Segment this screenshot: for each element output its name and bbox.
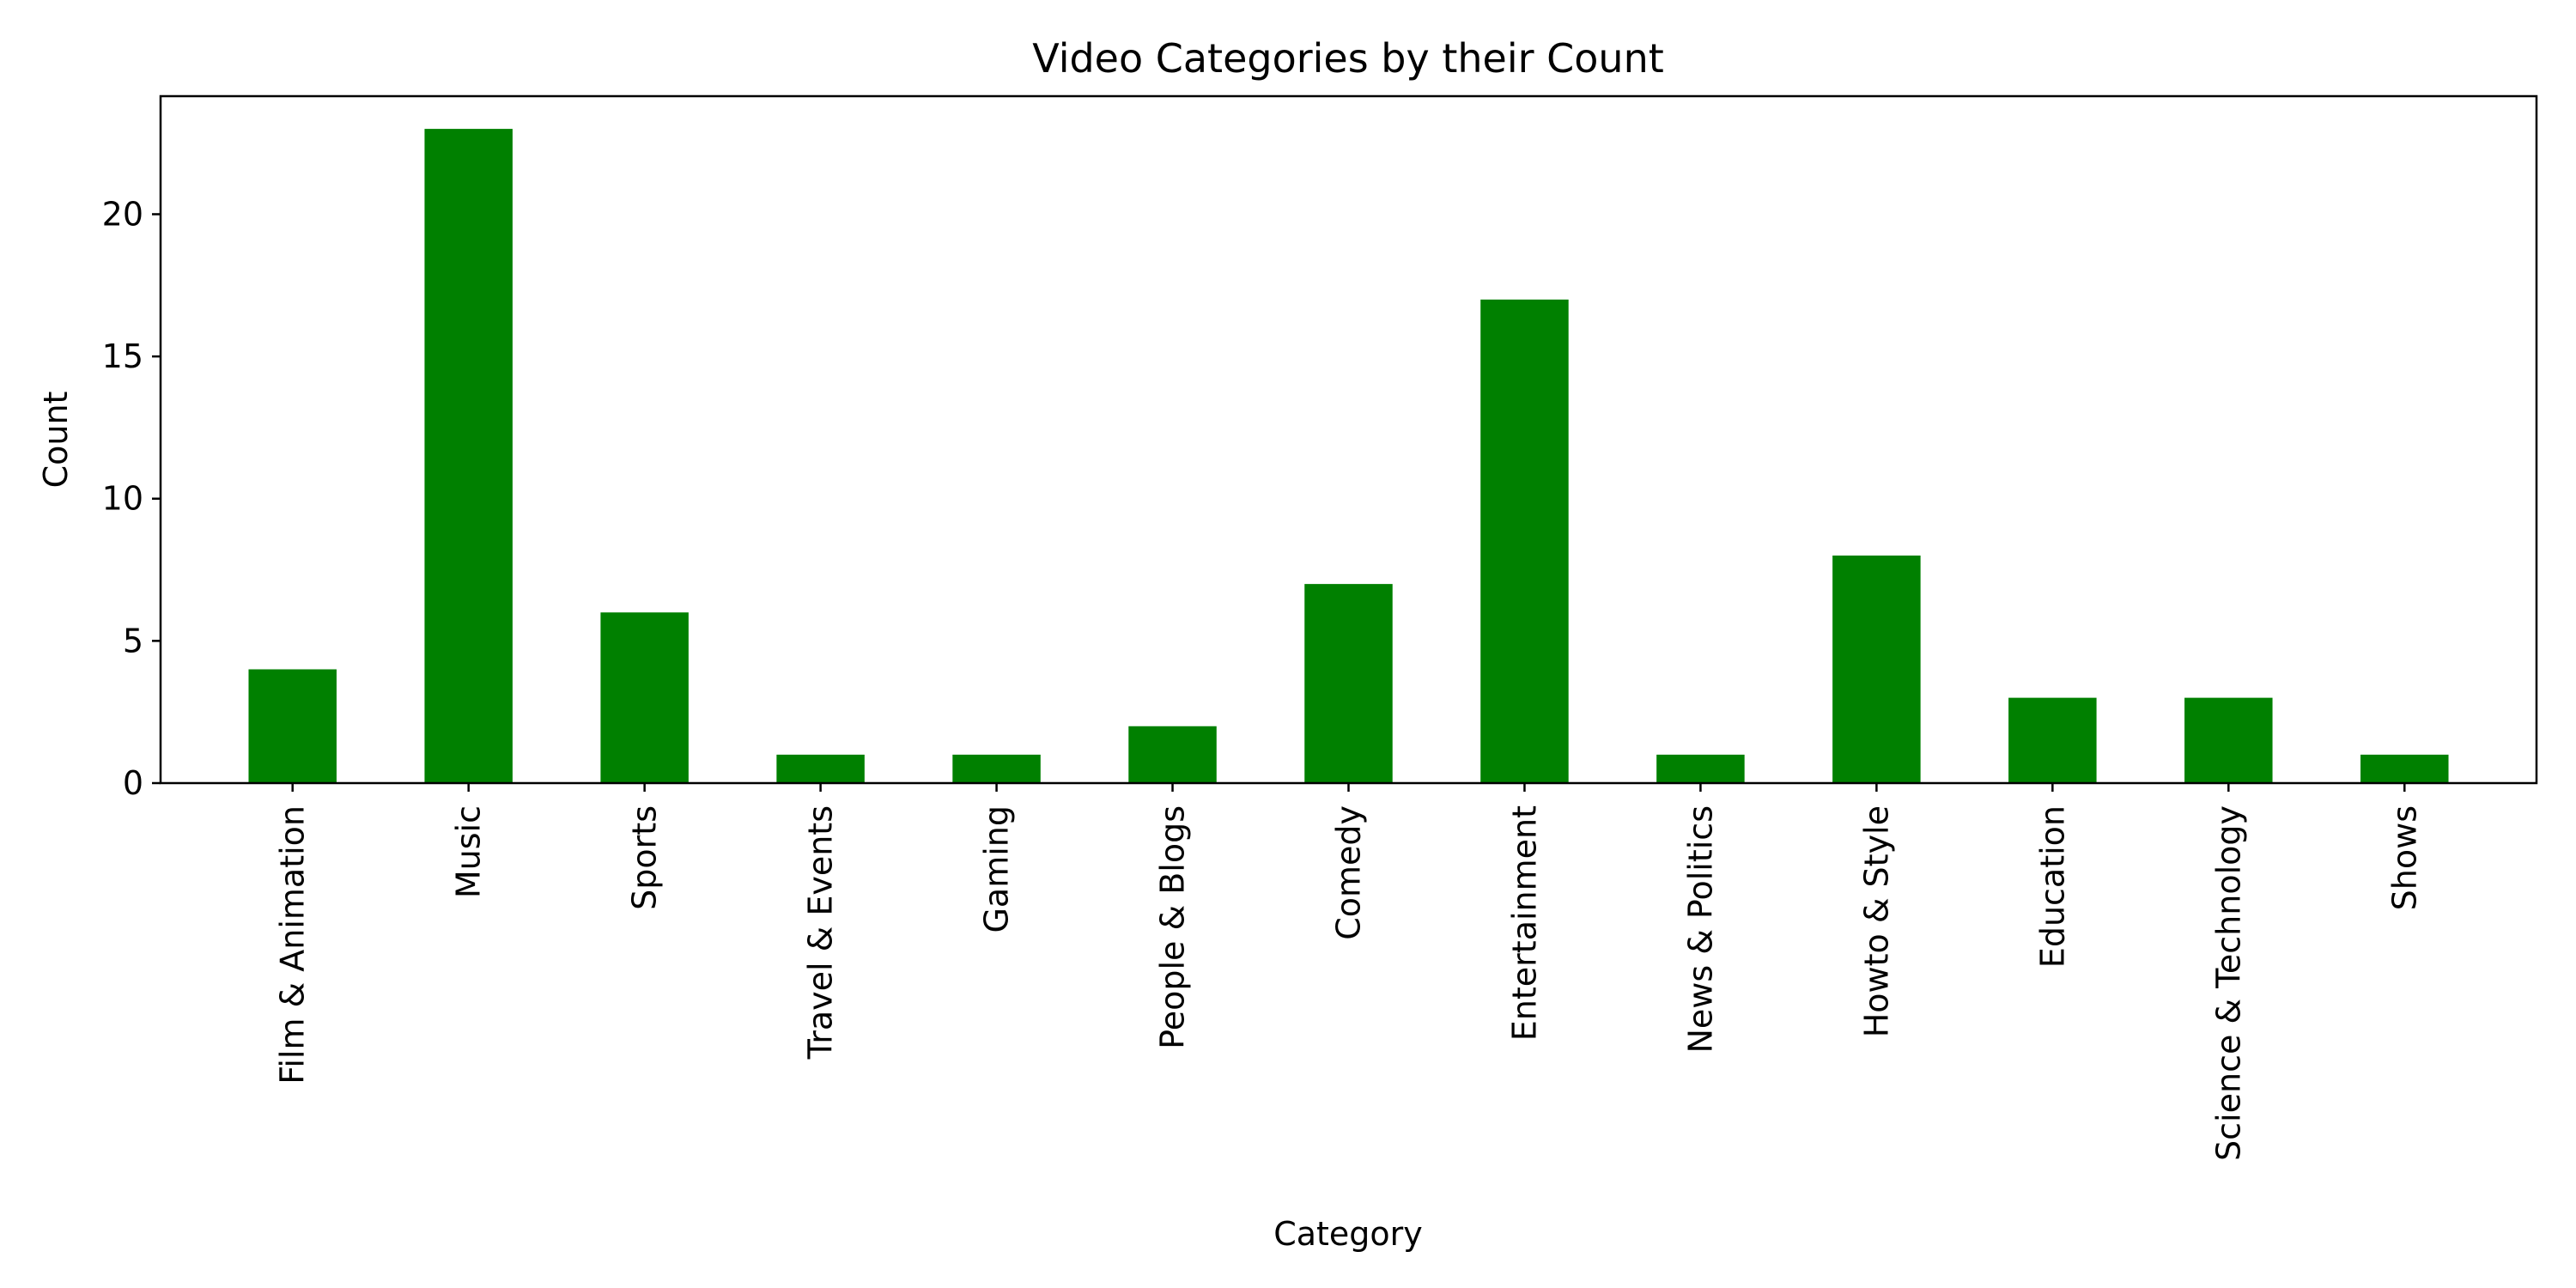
x-tick-label-7: Entertainment — [1505, 805, 1543, 1041]
y-axis-label: Count — [37, 392, 75, 489]
bars-layer — [248, 129, 2449, 784]
bar-0 — [248, 669, 337, 783]
bar-9 — [1832, 555, 1921, 783]
bar-3 — [776, 754, 865, 783]
x-tick-label-10: Education — [2033, 805, 2071, 968]
x-tick-label-2: Sports — [626, 805, 664, 910]
x-tick-label-8: News & Politics — [1681, 805, 1719, 1054]
bar-1 — [424, 129, 513, 784]
x-tick-label-0: Film & Animation — [274, 805, 312, 1084]
x-tick-label-12: Shows — [2385, 805, 2423, 910]
x-tick-label-11: Science & Technology — [2209, 805, 2247, 1161]
x-tick-label-1: Music — [450, 805, 488, 898]
x-tick-label-5: People & Blogs — [1154, 805, 1192, 1049]
x-tick-label-4: Gaming — [978, 805, 1016, 933]
bar-12 — [2360, 754, 2449, 783]
bar-6 — [1304, 584, 1393, 783]
bar-7 — [1480, 299, 1569, 784]
bar-11 — [2184, 697, 2273, 783]
y-tick-label-2: 10 — [102, 480, 143, 518]
chart-title: Video Categories by their Count — [1032, 35, 1664, 82]
plot-frame — [159, 94, 2538, 785]
x-tick-label-9: Howto & Style — [1857, 805, 1895, 1037]
bar-4 — [952, 754, 1041, 783]
x-axis-label: Category — [1273, 1215, 1423, 1253]
ticks-layer: Film & Animation Music Sports Travel & Even… — [102, 195, 2424, 1160]
x-tick-label-6: Comedy — [1330, 805, 1368, 940]
bar-8 — [1656, 754, 1745, 783]
bar-5 — [1128, 726, 1217, 783]
bar-2 — [600, 612, 689, 783]
y-tick-label-1: 5 — [123, 622, 143, 659]
y-tick-label-4: 20 — [102, 195, 143, 233]
y-tick-label-3: 15 — [102, 337, 143, 375]
y-tick-label-0: 0 — [123, 764, 143, 802]
bar-10 — [2008, 697, 2097, 783]
x-tick-label-3: Travel & Events — [802, 805, 840, 1060]
